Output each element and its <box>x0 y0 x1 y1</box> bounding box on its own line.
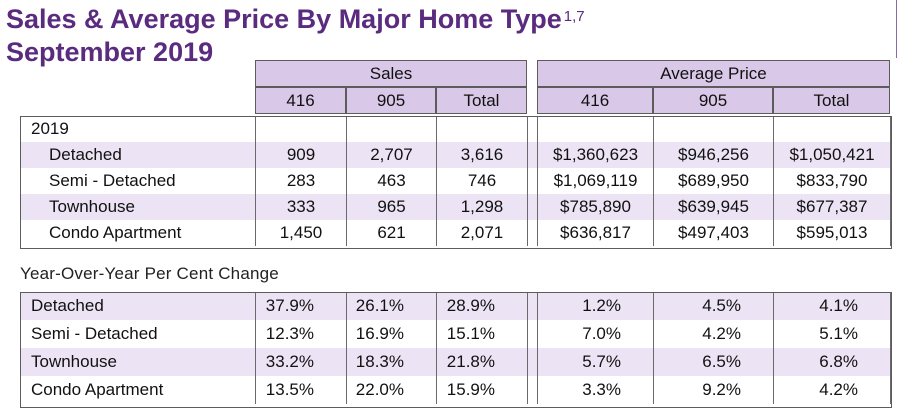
title-block: Sales & Average Price By Major Home Type… <box>6 2 585 68</box>
table-cell: 4.2% <box>773 376 891 404</box>
table-cell: $1,069,119 <box>537 168 654 194</box>
table-cell: $636,817 <box>537 220 654 246</box>
table-cell: 1.2% <box>537 292 654 320</box>
table-cell: $677,387 <box>773 194 891 220</box>
table-cell: 4.1% <box>773 292 891 320</box>
table-cell: 15.1% <box>436 320 528 348</box>
table-cell: $833,790 <box>773 168 891 194</box>
table-cell: $595,013 <box>773 220 891 246</box>
table-row: Townhouse 33.2% 18.3% 21.8% 5.7% 6.5% 6.… <box>20 348 891 376</box>
header-sales-total: Total <box>436 87 527 114</box>
header-price-416: 416 <box>537 87 653 114</box>
row-label: Semi - Detached <box>20 320 256 348</box>
table-cell: 3,616 <box>436 142 528 168</box>
table-cell: 22.0% <box>346 376 437 404</box>
table-cell: $1,360,623 <box>537 142 654 168</box>
table-cell: 2,071 <box>436 220 528 246</box>
table-cell: 7.0% <box>537 320 654 348</box>
year-row: 2019 <box>20 116 891 142</box>
header-price-total: Total <box>773 87 890 114</box>
table-row: Detached 909 2,707 3,616 $1,360,623 $946… <box>20 142 891 168</box>
table-cell: 28.9% <box>436 292 528 320</box>
table-cell: 2,707 <box>346 142 437 168</box>
table-cell: 5.1% <box>773 320 891 348</box>
table-row: Detached 37.9% 26.1% 28.9% 1.2% 4.5% 4.1… <box>20 292 891 320</box>
row-label: Townhouse <box>20 348 256 376</box>
table-cell: 909 <box>255 142 347 168</box>
table-cell: 621 <box>346 220 437 246</box>
row-label: Condo Apartment <box>20 376 256 404</box>
table-cell: 26.1% <box>346 292 437 320</box>
table-cell: 13.5% <box>255 376 347 404</box>
table-cell: 12.3% <box>255 320 347 348</box>
row-label: Detached <box>20 142 256 168</box>
table-cell: 283 <box>255 168 347 194</box>
table-cell: 5.7% <box>537 348 654 376</box>
table-cell: 4.2% <box>653 320 774 348</box>
table-cell: 16.9% <box>346 320 437 348</box>
header-sales-905: 905 <box>346 87 436 114</box>
table-cell: 33.2% <box>255 348 347 376</box>
table-cell: 965 <box>346 194 437 220</box>
table-row: Townhouse 333 965 1,298 $785,890 $639,94… <box>20 194 891 220</box>
row-label: Semi - Detached <box>20 168 256 194</box>
page-title: Sales & Average Price By Major Home Type… <box>6 2 585 36</box>
table-cell: 1,298 <box>436 194 528 220</box>
header-average-price-group: Average Price <box>537 60 890 87</box>
title-footnote-ref: 1,7 <box>563 8 585 25</box>
table-row: Condo Apartment 13.5% 22.0% 15.9% 3.3% 9… <box>20 376 891 404</box>
year-label: 2019 <box>20 116 256 142</box>
table-cell: $639,945 <box>653 194 774 220</box>
header-sales-group: Sales <box>255 60 527 87</box>
table-cell: 21.8% <box>436 348 528 376</box>
header-price-905: 905 <box>653 87 773 114</box>
title-divider <box>896 0 897 58</box>
sales-2019-table: 2019 Detached 909 2,707 3,616 $1,360,623… <box>20 116 891 246</box>
title-text: Sales & Average Price By Major Home Type <box>6 4 562 34</box>
table-row: Semi - Detached 283 463 746 $1,069,119 $… <box>20 168 891 194</box>
yoy-table: Detached 37.9% 26.1% 28.9% 1.2% 4.5% 4.1… <box>20 292 891 404</box>
table-cell: $497,403 <box>653 220 774 246</box>
table-cell: 15.9% <box>436 376 528 404</box>
row-label: Townhouse <box>20 194 256 220</box>
table-cell: $946,256 <box>653 142 774 168</box>
row-label: Detached <box>20 292 256 320</box>
table-cell: 37.9% <box>255 292 347 320</box>
table-row: Semi - Detached 12.3% 16.9% 15.1% 7.0% 4… <box>20 320 891 348</box>
page-subtitle: September 2019 <box>6 37 214 67</box>
table-cell: 333 <box>255 194 347 220</box>
table-cell: $1,050,421 <box>773 142 891 168</box>
row-label: Condo Apartment <box>20 220 256 246</box>
table-cell: 6.5% <box>653 348 774 376</box>
yoy-section-label: Year-Over-Year Per Cent Change <box>20 264 279 283</box>
table-row: Condo Apartment 1,450 621 2,071 $636,817… <box>20 220 891 246</box>
table-cell: 463 <box>346 168 437 194</box>
table-cell: 746 <box>436 168 528 194</box>
table-cell: 3.3% <box>537 376 654 404</box>
table-cell: 18.3% <box>346 348 437 376</box>
table-cell: 9.2% <box>653 376 774 404</box>
table-cell: 1,450 <box>255 220 347 246</box>
header-sales-416: 416 <box>255 87 346 114</box>
table-cell: $689,950 <box>653 168 774 194</box>
table-cell: $785,890 <box>537 194 654 220</box>
table-cell: 4.5% <box>653 292 774 320</box>
table-cell: 6.8% <box>773 348 891 376</box>
